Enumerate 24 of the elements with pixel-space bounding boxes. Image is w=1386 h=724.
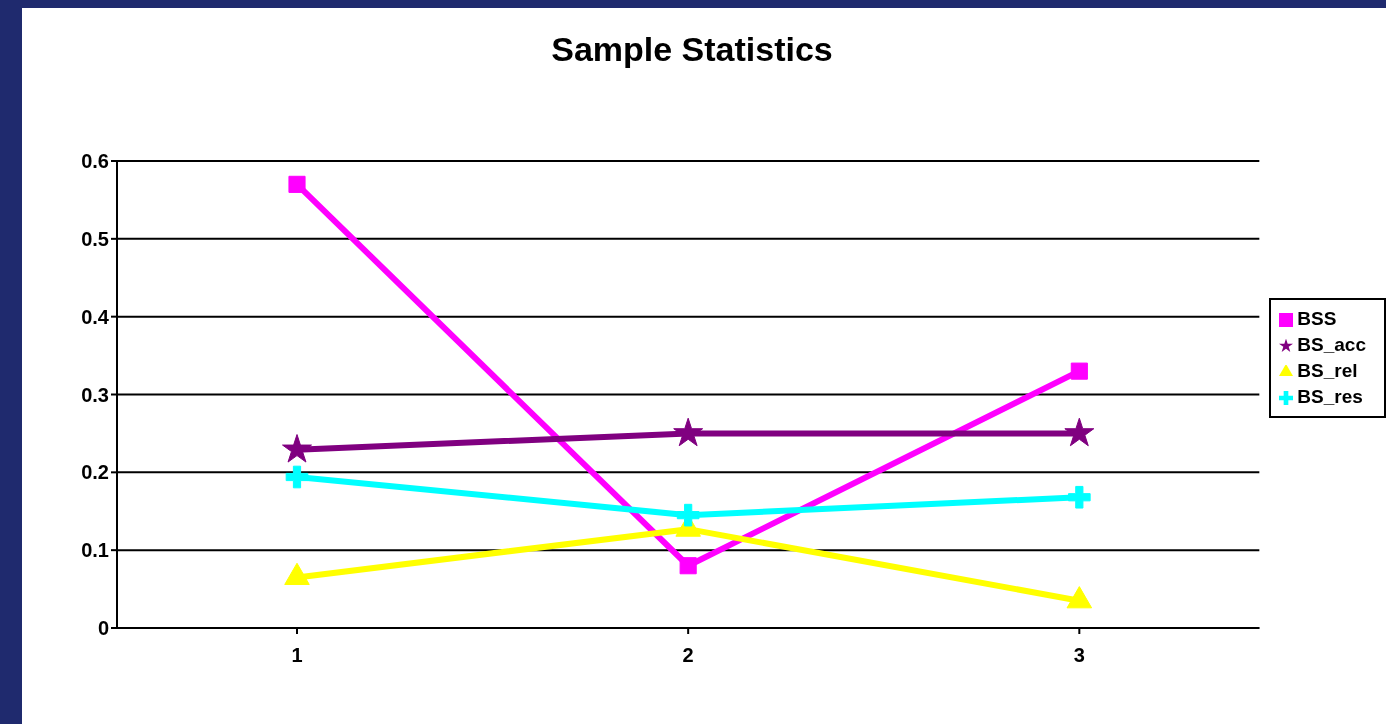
y-tick-label: 0.6 — [81, 150, 109, 173]
legend-label: BS_res — [1297, 386, 1363, 407]
chart-title: Sample Statistics — [550, 30, 834, 69]
point — [1064, 417, 1095, 447]
point — [1068, 485, 1091, 509]
y-tick-label: 0 — [97, 617, 109, 640]
point — [679, 557, 697, 575]
point — [676, 503, 700, 527]
x-tick-label: 1 — [291, 644, 303, 667]
x-tick-label: 3 — [1073, 644, 1085, 667]
legend-label: BSS — [1297, 308, 1337, 329]
x-tick-label: 2 — [682, 644, 694, 667]
y-tick-label: 0.4 — [81, 305, 110, 328]
point — [288, 175, 306, 193]
point — [282, 434, 312, 463]
y-tick-label: 0.1 — [81, 539, 109, 562]
point — [285, 465, 309, 489]
point — [673, 417, 704, 447]
y-tick-label: 0.2 — [81, 461, 109, 484]
legend-label: BS_rel — [1297, 360, 1358, 381]
y-tick-label: 0.3 — [81, 383, 109, 406]
y-tick-label: 0.5 — [81, 227, 109, 250]
legend-label: BS_acc — [1297, 334, 1366, 355]
point — [1070, 362, 1088, 380]
